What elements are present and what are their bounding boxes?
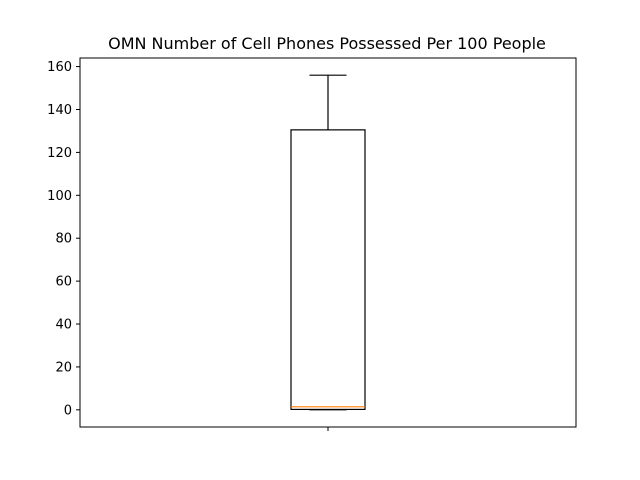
y-tick-label: 20 [55,360,72,375]
plot-area-frame [79,57,577,428]
y-tick-label: 80 [55,232,72,247]
y-tick-label: 40 [55,318,72,333]
interquartile-box [290,129,366,411]
chart-title: OMN Number of Cell Phones Possessed Per … [108,34,546,53]
y-tick-label: 100 [47,189,72,204]
y-tick-label: 140 [47,103,72,118]
y-tick-label: 120 [47,146,72,161]
y-tick-label: 0 [64,403,72,418]
y-axis: 0 20 40 60 80 100 120 140 160 [47,60,80,418]
y-tick-label: 160 [47,60,72,75]
box [290,74,366,411]
y-tick-label: 60 [55,275,72,290]
